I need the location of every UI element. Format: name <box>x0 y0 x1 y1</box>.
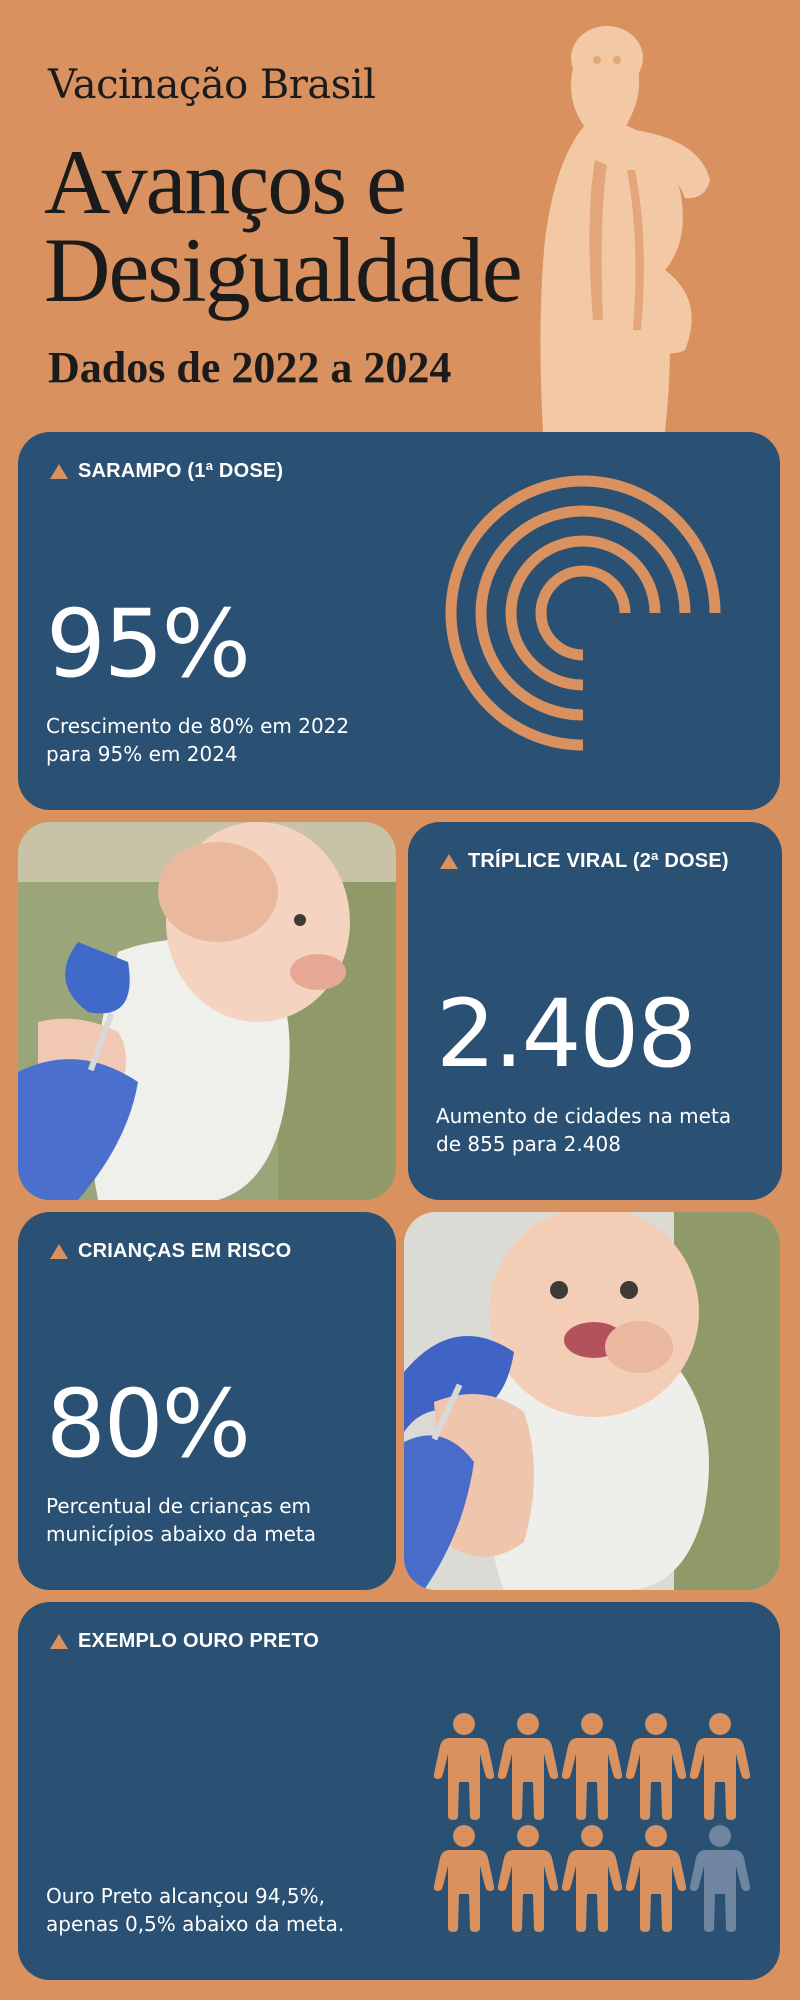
date-range: Dados de 2022 a 2024 <box>48 343 452 392</box>
ouro-preto-desc-line-1: Ouro Preto alcançou 94,5%, <box>46 1884 325 1908</box>
person-icon <box>497 1825 559 1932</box>
person-icon <box>625 1825 687 1932</box>
person-icon <box>561 1825 623 1932</box>
criancas-value: 80% <box>46 1370 251 1479</box>
criancas-desc-line-1: Percentual de crianças em <box>46 1494 311 1518</box>
person-icon <box>497 1713 559 1820</box>
triplice-label-text: TRÍPLICE VIRAL (2ª DOSE) <box>468 850 729 872</box>
sarampo-desc-line-1: Crescimento de 80% em 2022 <box>46 714 350 738</box>
people-icon-grid <box>433 1713 751 1932</box>
criancas-card: CRIANÇAS EM RISCO 80% Percentual de cria… <box>18 1212 396 1590</box>
criancas-description: Percentual de crianças em municípios aba… <box>46 1492 366 1548</box>
triplice-label: TRÍPLICE VIRAL (2ª DOSE) <box>440 850 729 873</box>
page-title: Avanços e Desigualdade <box>44 131 523 321</box>
criancas-desc-line-2: municípios abaixo da meta <box>46 1522 316 1546</box>
sarampo-card: SARAMPO (1ª DOSE) 95% Crescimento de 80%… <box>18 432 780 810</box>
triplice-desc-line-1: Aumento de cidades na meta <box>436 1104 732 1128</box>
baby-vaccine-photo-1 <box>18 822 396 1200</box>
baby-vaccine-photo-2 <box>404 1212 780 1590</box>
page-title-line-2: Desigualdade <box>44 219 523 321</box>
triplice-card: TRÍPLICE VIRAL (2ª DOSE) 2.408 Aumento d… <box>408 822 782 1200</box>
concentric-arcs-graphic <box>445 475 721 751</box>
ouro-preto-label: EXEMPLO OURO PRETO <box>50 1630 319 1653</box>
triplice-value: 2.408 <box>436 980 697 1089</box>
person-icon <box>689 1825 751 1932</box>
criancas-label-text: CRIANÇAS EM RISCO <box>78 1240 292 1262</box>
sarampo-desc-line-2: para 95% em 2024 <box>46 742 238 766</box>
triangle-icon <box>50 1244 68 1259</box>
triplice-description: Aumento de cidades na meta de 855 para 2… <box>436 1102 756 1158</box>
triangle-icon <box>50 1634 68 1649</box>
page-title-line-1: Avanços e <box>44 131 407 233</box>
statue-illustration <box>540 26 710 432</box>
triplice-desc-line-2: de 855 para 2.408 <box>436 1132 621 1156</box>
baby-vaccine-image-2 <box>404 1212 780 1590</box>
person-icon <box>625 1713 687 1820</box>
triangle-icon <box>50 464 68 479</box>
sarampo-value: 95% <box>46 590 251 699</box>
person-icon <box>689 1713 751 1820</box>
person-icon <box>561 1713 623 1820</box>
ouro-preto-description: Ouro Preto alcançou 94,5%, apenas 0,5% a… <box>46 1882 386 1938</box>
sarampo-label: SARAMPO (1ª DOSE) <box>50 460 283 483</box>
baby-vaccine-image-1 <box>18 822 396 1200</box>
ouro-preto-desc-line-2: apenas 0,5% abaixo da meta. <box>46 1912 345 1936</box>
criancas-label: CRIANÇAS EM RISCO <box>50 1240 291 1263</box>
header: Vacinação Brasil Avanços e Desigualdade … <box>0 0 800 432</box>
header-subtitle: Vacinação Brasil <box>48 62 376 108</box>
sarampo-description: Crescimento de 80% em 2022 para 95% em 2… <box>46 712 366 768</box>
sarampo-label-text: SARAMPO (1ª DOSE) <box>78 460 284 482</box>
ouro-preto-label-text: EXEMPLO OURO PRETO <box>78 1630 320 1652</box>
person-icon <box>433 1825 495 1932</box>
ouro-preto-card: EXEMPLO OURO PRETO Ouro Preto alcançou 9… <box>18 1602 780 1980</box>
person-icon <box>433 1713 495 1820</box>
triangle-icon <box>440 854 458 869</box>
